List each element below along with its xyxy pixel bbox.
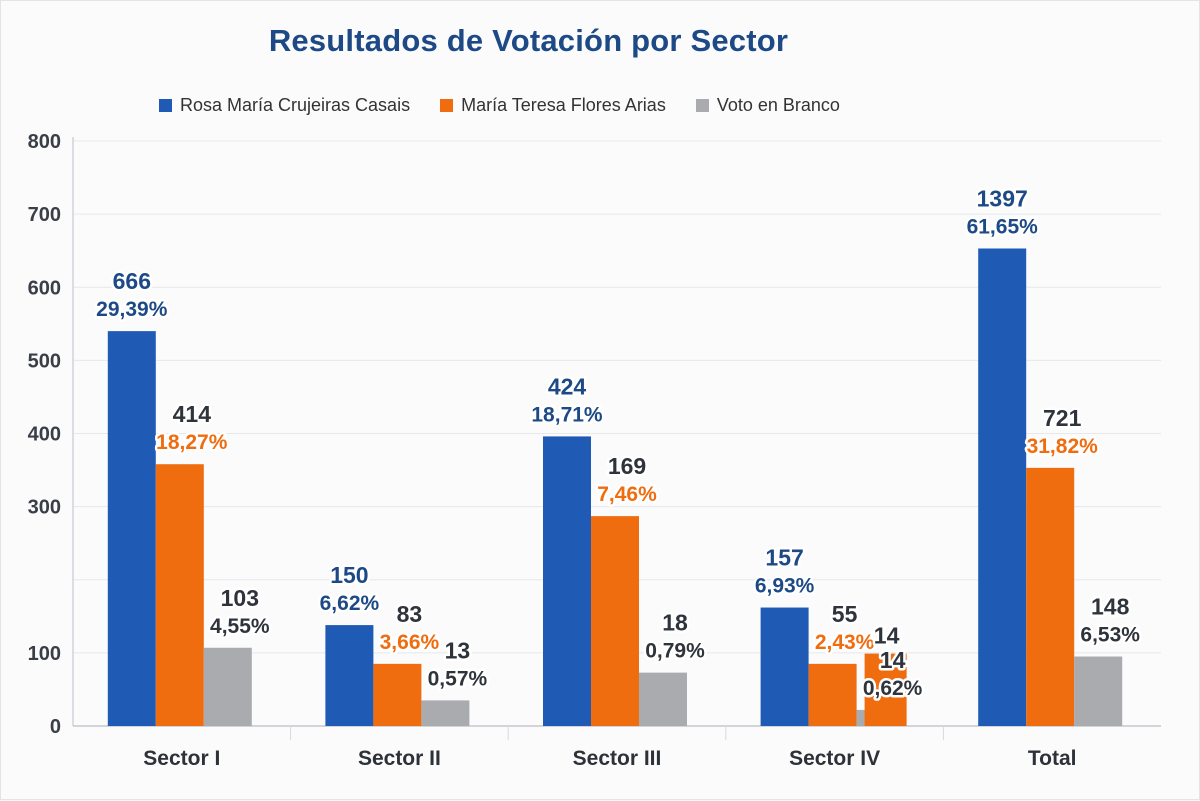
bar-sector-i-series-1[interactable] (155, 464, 204, 726)
bar-sector-iv-series-0[interactable] (760, 607, 809, 726)
bar-sector-ii-series-1[interactable] (373, 663, 422, 726)
y-tick-label: 600 (28, 277, 61, 299)
bar-value-label: 414 (173, 401, 212, 427)
y-tick-label: 300 (28, 497, 61, 519)
legend-item-rosa[interactable]: Rosa María Crujeiras Casais (159, 95, 410, 116)
legend-item-branco[interactable]: Voto en Branco (695, 94, 840, 116)
bar-value-label: 424 (548, 373, 587, 399)
x-tick-label: Sector III (573, 747, 662, 770)
legend-label-maria: María Teresa Flores Arias (461, 94, 666, 115)
bar-percent-label: 0,79% (645, 640, 705, 663)
bar-value-label: 55 (832, 601, 858, 627)
bar-percent-label: 0,62% (863, 677, 923, 700)
bar-sector-i-series-2[interactable] (203, 647, 252, 726)
data-labels: 29,39% 666 18,27% 414 4,55% 103 6,62% 150 3,66% 8… (94, 183, 1143, 702)
x-tick-label: Sector IV (789, 747, 880, 770)
axes: 0 100 300 400 500 600 700 800 Sector I Sector II S… (28, 131, 1161, 770)
bar-percent-label: 6,62% (320, 592, 380, 615)
bar-extra-sector-iv[interactable] (864, 653, 907, 726)
bar-value-label: 148 (1091, 594, 1130, 620)
bar-total-series-1[interactable] (1026, 467, 1075, 726)
legend-label-branco: Voto en Branco (716, 94, 840, 115)
bar-sector-i-series-0[interactable] (107, 331, 156, 726)
bar-percent-label: 6,93% (755, 575, 815, 598)
bar-percent-label: 2,43% (815, 631, 875, 654)
bar-value-label: 83 (397, 601, 423, 627)
bar-percent-label: 4,55% (210, 615, 270, 638)
bar-percent-label: 31,82% (1027, 435, 1099, 458)
bar-sector-iii-series-1[interactable] (591, 516, 639, 726)
bar-value-label: 14 (880, 647, 906, 673)
bars (107, 248, 1123, 726)
legend: Rosa María Crujeiras Casais María Teresa… (159, 91, 840, 119)
bar-sector-ii-series-0[interactable] (325, 625, 374, 726)
legend-swatch-blue (159, 98, 172, 112)
bar-percent-label: 18,71% (531, 403, 603, 426)
bar-sector-iii-series-0[interactable] (543, 436, 591, 726)
bar-percent-label: 18,27% (156, 431, 228, 454)
x-tick-label: Sector I (143, 747, 220, 770)
bar-value-label: 14 (874, 623, 900, 649)
y-tick-label: 500 (28, 350, 61, 372)
legend-swatch-gray (695, 98, 709, 112)
bar-value-label: 18 (662, 610, 688, 636)
x-tick-label: Sector II (358, 747, 441, 770)
bar-sector-iv-series-1[interactable] (808, 663, 857, 726)
x-tick-label: Total (1028, 747, 1077, 770)
legend-item-maria[interactable]: María Teresa Flores Arias (440, 95, 666, 116)
bar-value-label: 721 (1043, 405, 1082, 431)
bar-percent-label: 3,66% (380, 631, 440, 654)
bar-value-label: 1397 (977, 185, 1028, 211)
legend-label-rosa: Rosa María Crujeiras Casais (180, 94, 411, 115)
legend-swatch-orange (440, 98, 454, 112)
bar-sector-ii-series-2[interactable] (421, 700, 470, 726)
bar-percent-label: 0,57% (428, 667, 488, 690)
bar-value-label: 13 (445, 637, 471, 663)
bar-value-label: 157 (765, 545, 803, 571)
bar-percent-label: 6,53% (1080, 624, 1140, 647)
bar-total-series-0[interactable] (978, 248, 1027, 726)
y-tick-label: 100 (28, 643, 61, 665)
bar-value-label: 103 (221, 585, 259, 611)
bar-percent-label: 61,65% (967, 215, 1039, 238)
bar-sector-iii-series-2[interactable] (639, 672, 687, 726)
bar-value-label: 150 (330, 562, 368, 588)
y-tick-label: 0 (50, 716, 61, 738)
bar-value-label: 169 (608, 453, 646, 479)
bar-total-series-2[interactable] (1074, 656, 1123, 726)
bar-percent-label: 7,46% (597, 483, 657, 506)
y-tick-label: 400 (28, 424, 61, 446)
chart-title: Resultados de Votación por Sector (268, 23, 789, 58)
bar-percent-label: 29,39% (96, 298, 168, 321)
y-tick-label: 800 (28, 131, 61, 153)
bar-value-label: 666 (113, 268, 151, 294)
y-tick-label: 700 (28, 204, 61, 226)
